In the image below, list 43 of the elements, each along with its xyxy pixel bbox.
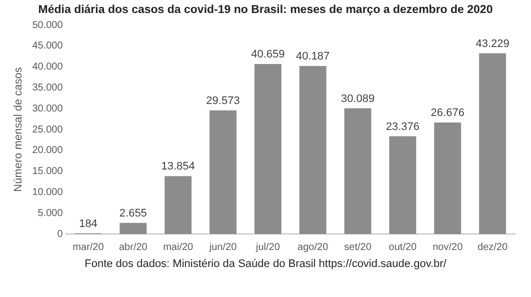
x-tick-label: out/20 <box>388 242 418 253</box>
data-label: 13.854 <box>161 160 195 173</box>
x-tick-label: mai/20 <box>163 242 194 253</box>
bar <box>254 64 282 234</box>
data-label: 40.187 <box>296 50 330 63</box>
y-tick-label: 40.000 <box>32 62 64 73</box>
x-tick-label: nov/20 <box>432 242 464 253</box>
y-tick-label: 35.000 <box>32 82 64 94</box>
y-tick-label: 25.000 <box>32 124 64 136</box>
bar <box>164 176 192 234</box>
data-label: 2.655 <box>119 207 147 220</box>
x-tick-label: jun/20 <box>208 242 238 253</box>
y-tick-label: 5.000 <box>38 208 64 219</box>
data-label: 40.659 <box>251 48 285 61</box>
bar <box>210 110 236 234</box>
data-label: 29.573 <box>206 94 240 107</box>
y-axis-title: Número mensal de casos <box>12 66 25 192</box>
bar <box>389 136 416 234</box>
x-tick-label: dez/20 <box>478 242 508 253</box>
source-note: Fonte dos dados: Ministério da Saúde do Brasil https://covid.saude.gov.br/ <box>84 258 448 270</box>
x-tick-label: mar/20 <box>72 242 104 253</box>
data-label: 26.676 <box>430 107 464 120</box>
bar <box>479 53 506 234</box>
bar <box>434 122 462 234</box>
x-tick-label: ago/20 <box>298 242 329 253</box>
x-tick-label: abr/20 <box>118 242 148 253</box>
y-tick-label: 0 <box>57 228 64 240</box>
data-label: 23.376 <box>386 120 420 133</box>
chart-title: Média diária dos casos da covid-19 no Brasil: meses de março a dezembro de 2020 <box>37 4 494 16</box>
data-label: 30.089 <box>340 92 375 105</box>
y-tick-label: 30.000 <box>32 103 64 114</box>
bar <box>344 108 372 234</box>
y-tick-label: 50.000 <box>32 20 64 31</box>
y-tick-label: 45.000 <box>32 40 64 52</box>
y-tick-label: 15.000 <box>32 166 64 178</box>
x-tick-label: jul/20 <box>254 242 280 253</box>
y-tick-label: 20.000 <box>32 145 64 156</box>
bar <box>120 222 147 234</box>
data-label: 43.229 <box>476 38 510 50</box>
x-tick-label: set/20 <box>344 242 372 253</box>
bar <box>299 66 326 234</box>
data-label: 184 <box>79 218 98 230</box>
y-tick-label: 10.000 <box>32 186 64 198</box>
